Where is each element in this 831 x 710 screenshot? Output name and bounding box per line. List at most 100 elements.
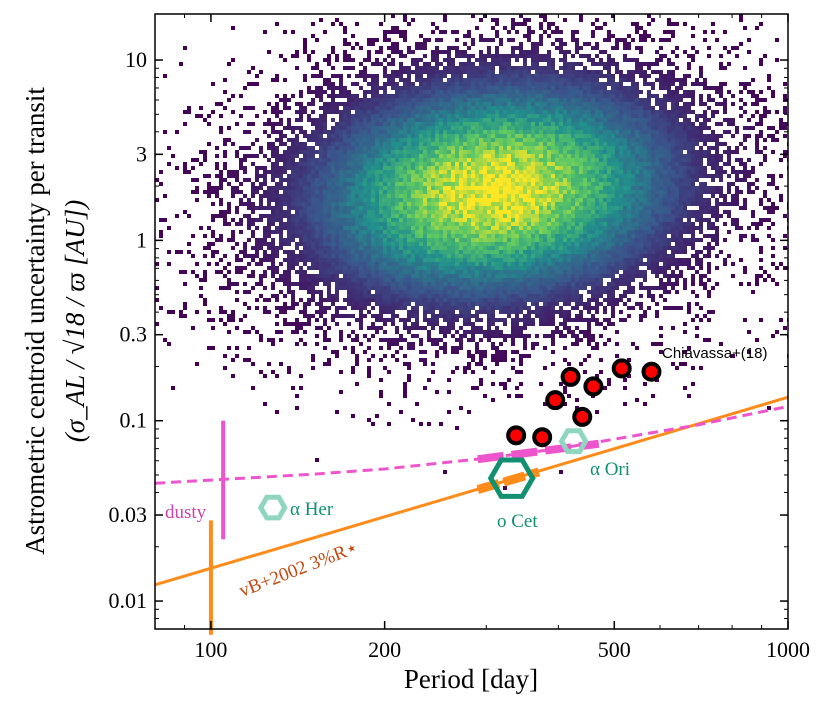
hist-bin [651,82,655,86]
hist-bin [243,106,247,110]
hist-bin [647,190,651,194]
hist-bin [471,90,475,94]
hist-bin [491,58,495,62]
hist-bin [283,154,287,158]
hist-bin [355,202,359,206]
hist-bin [307,54,311,58]
hist-bin [351,186,355,190]
hist-bin [655,62,659,66]
hist-bin [619,98,623,102]
hist-bin [679,186,683,190]
hist-bin [351,162,355,166]
hist-bin [407,94,411,98]
hist-bin [335,210,339,214]
hist-bin [171,154,175,158]
hist-bin [507,86,511,90]
hist-bin [451,58,455,62]
hist-bin [339,178,343,182]
hist-bin [679,126,683,130]
hist-bin [363,170,367,174]
hist-bin [627,194,631,198]
hist-bin [483,186,487,190]
hist-bin [451,154,455,158]
hist-bin [755,178,759,182]
hist-bin [383,34,387,38]
hist-bin [619,106,623,110]
hist-bin [387,178,391,182]
hist-bin [203,154,207,158]
hist-bin [603,166,607,170]
hist-bin [683,110,687,114]
hist-bin [655,78,659,82]
hist-bin [343,222,347,226]
hist-bin [723,162,727,166]
hist-bin [519,54,523,58]
hist-bin [591,94,595,98]
hist-bin [375,86,379,90]
hist-bin [491,178,495,182]
hist-bin [479,106,483,110]
hist-bin [447,66,451,70]
hist-bin [527,162,531,166]
hist-bin [435,202,439,206]
hist-bin [467,198,471,202]
hist-bin [411,166,415,170]
hist-bin [623,166,627,170]
hist-bin [471,150,475,154]
hist-bin [295,194,299,198]
hist-bin [715,138,719,142]
hist-bin [419,74,423,78]
hist-bin [415,186,419,190]
hist-bin [303,110,307,114]
hist-bin [331,162,335,166]
hist-bin [459,202,463,206]
hist-bin [287,222,291,226]
hist-bin [423,194,427,198]
hist-bin [667,142,671,146]
hist-bin [379,114,383,118]
hist-bin [435,198,439,202]
hist-bin [607,154,611,158]
hist-bin [731,122,735,126]
hist-bin [515,186,519,190]
hist-bin [579,118,583,122]
hist-bin [607,122,611,126]
hist-bin [515,70,519,74]
hist-bin [455,222,459,226]
hist-bin [391,126,395,130]
hist-bin [507,222,511,226]
hist-bin [747,90,751,94]
hist-bin [511,198,515,202]
hist-bin [527,78,531,82]
hist-bin [407,162,411,166]
hist-bin [699,82,703,86]
hist-bin [583,94,587,98]
hist-bin [383,126,387,130]
hist-bin [635,170,639,174]
hist-bin [439,218,443,222]
hist-bin [479,214,483,218]
hist-bin [503,74,507,78]
hist-bin [247,154,251,158]
hist-bin [683,134,687,138]
hist-bin [543,134,547,138]
hist-bin [563,150,567,154]
hist-bin [335,18,339,22]
hist-bin [519,210,523,214]
hist-bin [299,178,303,182]
hist-bin [583,78,587,82]
hist-bin [699,94,703,98]
hist-bin [443,158,447,162]
hist-bin [271,122,275,126]
hist-bin [639,134,643,138]
hist-bin [339,158,343,162]
hist-bin [547,122,551,126]
hist-bin [327,86,331,90]
hist-bin [431,86,435,90]
hist-bin [687,154,691,158]
hist-bin [251,206,255,210]
hist-bin [515,122,519,126]
hist-bin [643,102,647,106]
hist-bin [355,170,359,174]
hist-bin [351,58,355,62]
